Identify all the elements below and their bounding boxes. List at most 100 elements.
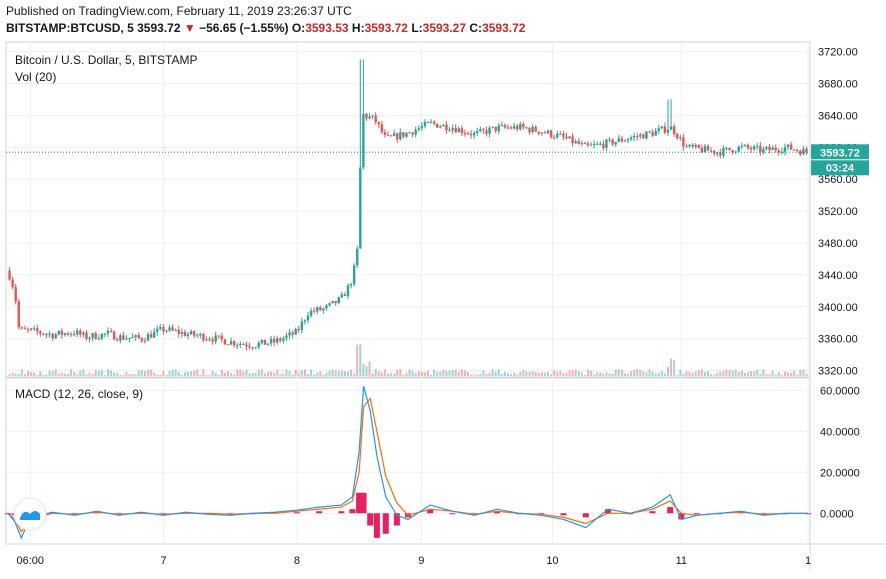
- tradingview-logo-icon[interactable]: [13, 497, 47, 531]
- volume-bar: [356, 344, 359, 376]
- volume-bar: [460, 369, 463, 376]
- volume-bar: [565, 372, 568, 376]
- volume-bar: [408, 369, 411, 376]
- candle-body: [383, 132, 387, 135]
- candle-body: [574, 141, 577, 144]
- volume-bar: [273, 372, 276, 376]
- volume-bar: [534, 372, 537, 376]
- volume-bar: [70, 369, 73, 376]
- volume-bar: [334, 370, 337, 376]
- candle-body: [63, 333, 67, 335]
- price-pane[interactable]: [5, 41, 811, 378]
- volume-bar: [420, 371, 423, 376]
- candle-body: [389, 135, 393, 137]
- candle-body: [543, 132, 547, 134]
- candle-body: [522, 124, 525, 128]
- time-tick-label: 8: [294, 555, 300, 567]
- volume-bar: [42, 374, 45, 376]
- time-axis[interactable]: 06:00 7 8 9 10 11 1: [16, 555, 811, 567]
- volume-bar: [353, 373, 356, 376]
- macd-histogram-bar: [293, 512, 300, 514]
- volume-bar: [448, 370, 451, 376]
- macd-histogram-bar: [605, 509, 611, 514]
- candle-body: [23, 328, 27, 330]
- volume-bar: [642, 371, 645, 376]
- candle-body: [586, 143, 590, 146]
- candle-body: [202, 333, 205, 341]
- candle-body: [331, 300, 334, 304]
- volume-bar: [131, 373, 134, 376]
- candle-body: [743, 144, 747, 146]
- volume-bar: [762, 369, 765, 376]
- volume-bar: [94, 370, 97, 376]
- candle-body: [682, 137, 685, 147]
- close-value: 3593.72: [482, 21, 526, 35]
- volume-bar: [159, 374, 162, 376]
- candle-body: [694, 144, 697, 147]
- time-tick-label: 06:00: [16, 555, 44, 567]
- volume-bar: [371, 373, 374, 376]
- volume-bar: [134, 374, 137, 376]
- volume-bar: [740, 370, 743, 376]
- volume-bar: [580, 372, 583, 376]
- volume-bar: [63, 373, 66, 376]
- candle-body: [620, 138, 624, 142]
- volume-bar: [174, 369, 177, 376]
- candle-body: [472, 132, 476, 136]
- volume-bar: [390, 373, 393, 376]
- volume-bar: [254, 372, 257, 376]
- macd-line: [7, 386, 808, 540]
- grid: [6, 42, 810, 544]
- volume-bar: [217, 374, 220, 376]
- candle-body: [291, 332, 294, 335]
- macd-histogram-bar: [560, 513, 567, 516]
- macd-title: MACD (12, 26, close, 9): [15, 387, 143, 401]
- volume-bar: [223, 372, 226, 376]
- candle-body: [516, 125, 519, 130]
- macd-histogram-bar: [582, 513, 589, 518]
- volume-bar: [325, 372, 328, 376]
- macd-histogram-bar: [349, 509, 356, 514]
- candle-body: [131, 336, 134, 338]
- volume-bar: [491, 369, 494, 376]
- candle-body: [211, 339, 214, 342]
- close-label: C:: [469, 21, 483, 35]
- volume-bar: [196, 369, 199, 376]
- volume-bar: [627, 373, 629, 376]
- volume-bar: [187, 371, 189, 376]
- price-change: −56.65 (−1.55%): [199, 21, 289, 35]
- volume-bar: [143, 370, 146, 376]
- volume-bar: [310, 369, 313, 376]
- candle-body: [356, 248, 359, 266]
- volume-bar: [583, 374, 586, 376]
- volume-bar: [8, 374, 11, 376]
- candle-body: [672, 126, 676, 134]
- volume-bar: [799, 370, 802, 376]
- candle-body: [156, 328, 159, 332]
- candle-body: [583, 143, 587, 145]
- candle-body: [392, 133, 396, 137]
- candle-body: [408, 132, 411, 134]
- volume-bar: [11, 372, 14, 376]
- volume-bar: [57, 373, 60, 376]
- candle-body: [786, 144, 790, 148]
- volume-bar: [100, 369, 103, 376]
- time-tick-label: 9: [418, 555, 424, 567]
- candle-body: [423, 121, 427, 127]
- volume-bar: [605, 372, 608, 376]
- candle-body: [792, 149, 796, 151]
- volume-bar: [737, 372, 740, 376]
- macd-axis[interactable]: 60.0000 40.0000 20.0000 0.0000: [820, 385, 860, 520]
- volume-bar: [728, 370, 731, 376]
- volume-bar: [107, 369, 109, 376]
- price-axis[interactable]: 3720.003680.003640.003600.003560.003520.…: [818, 47, 858, 378]
- volume-bar: [528, 372, 531, 376]
- volume-bar: [14, 373, 17, 376]
- volume-bar: [233, 374, 236, 376]
- volume-bar: [602, 373, 605, 376]
- candle-body: [322, 308, 325, 311]
- volume-bar: [436, 371, 439, 376]
- candle-body: [676, 133, 679, 139]
- candle-body: [17, 301, 20, 328]
